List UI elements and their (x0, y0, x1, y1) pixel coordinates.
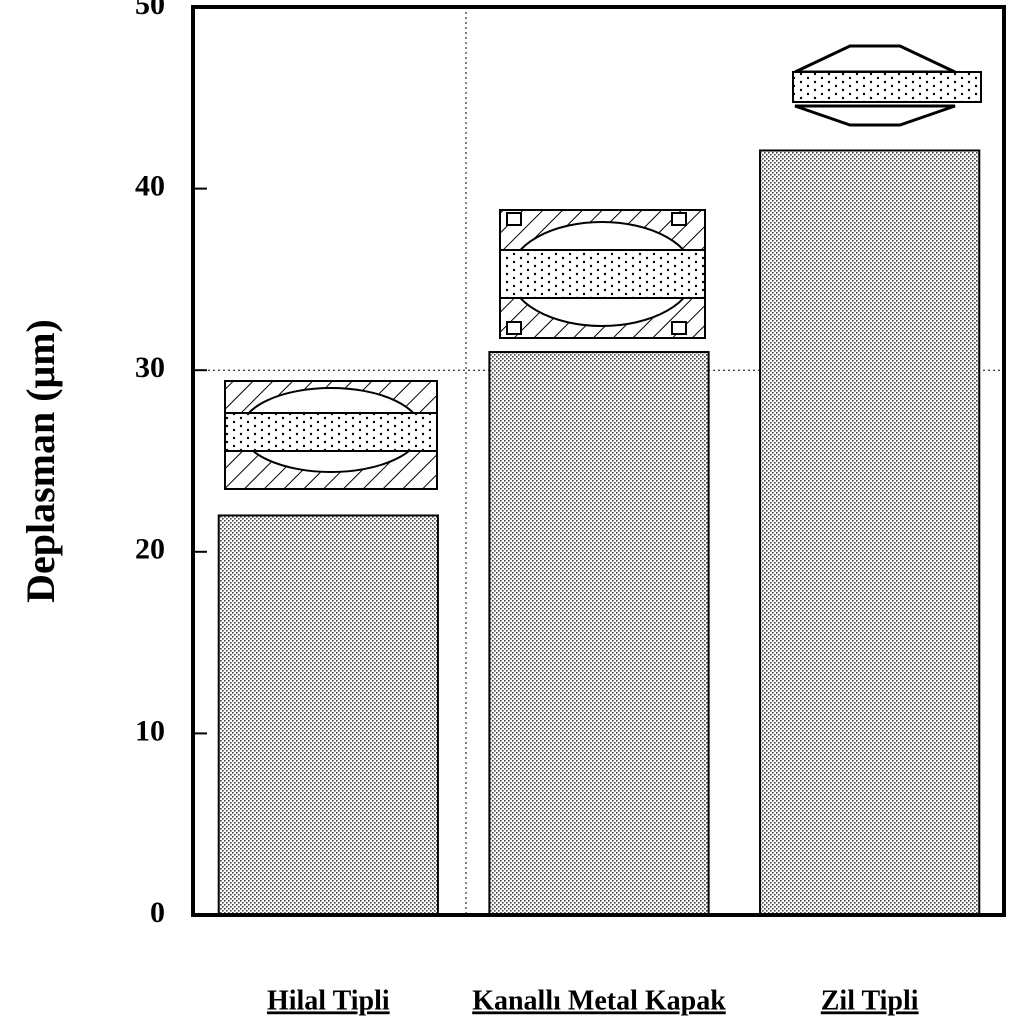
y-tick-label: 20 (135, 533, 165, 566)
icon-kanalli (500, 210, 705, 338)
icon-hilal (225, 381, 437, 489)
y-tick-label: 0 (150, 896, 165, 929)
icon-zil (793, 46, 981, 125)
y-axis-label: Deplasman (μm) (18, 319, 63, 603)
y-tick-label: 10 (135, 714, 165, 747)
y-tick-label: 30 (135, 351, 165, 384)
y-tick-label: 40 (135, 169, 165, 202)
x-tick-label: Kanallı Metal Kapak (472, 985, 726, 1016)
bar (489, 352, 708, 915)
bar (760, 150, 979, 915)
x-tick-label: Zil Tipli (821, 985, 919, 1016)
bar (219, 515, 438, 915)
page: Deplasman (μm) 0 10 20 30 40 50 Hilal Tipli Kan… (0, 0, 1016, 1031)
chart: Deplasman (μm) 0 10 20 30 40 50 Hilal Tipli Kan… (0, 0, 1016, 1031)
y-tick-label: 50 (135, 0, 165, 21)
x-tick-label: Hilal Tipli (267, 985, 390, 1016)
